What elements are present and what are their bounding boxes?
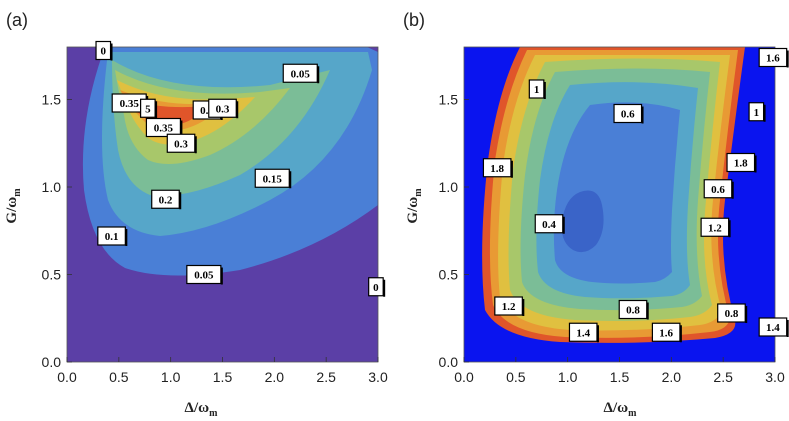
contour-label: 5 [140,98,158,119]
contour-label-text: 0.2 [159,194,173,206]
contour-label-text: 0.6 [711,184,725,196]
x-tick-label: 0.0 [57,369,77,385]
panel-a-y-axis: 0.0 0.5 1.0 1.5 [42,92,72,370]
x-tick-label: 1.5 [610,369,630,385]
contour-label: 0.6 [613,103,644,124]
contour-label-text: 0.05 [291,68,311,80]
contour-label: 0.8 [717,303,748,323]
panel-b-contour-labels: 1.6 1 1 0.6 1.8 1.8 0.6 0.4 1.2 1.2 0.8 0.8 1.4 1.6 1.… [482,47,789,343]
contour-label-text: 0.3 [174,138,188,150]
contour-label: 1.2 [494,296,525,316]
contour-label-text: 1.4 [576,327,590,339]
y-tick-label: 0.0 [439,354,459,370]
panel-a-x-axis: 0.0 0.5 1.0 1.5 2.0 2.5 3.0 [57,357,388,385]
contour-label: 1.8 [726,152,757,173]
panel-b-plot-area [464,47,775,362]
x-tick-label: 0.5 [506,369,526,385]
contour-label-text: 0.05 [194,270,214,282]
panel-b-y-axis: 0.0 0.5 1.0 1.5 [439,92,469,370]
panel-a-x-title: Δ/ωm [185,400,219,419]
panel-b-y-title: G/ωm [405,188,424,224]
contour-label-text: 1 [534,84,540,96]
contour-label: 1.8 [482,158,513,178]
contour-label: 0.2 [151,189,182,210]
contour-label: 0.3 [208,98,239,119]
contour-label: 1 [528,79,546,99]
contour-label: 0.05 [282,63,320,84]
contour-label-text: 1 [754,107,760,119]
contour-label: 0.35 [145,117,183,138]
panel-b-x-axis: 0.0 0.5 1.0 1.5 2.0 2.5 3.0 [454,357,785,385]
x-tick-label: 0.5 [109,369,129,385]
contour-label-text: 0.8 [626,305,640,317]
contour-label-text: 1.8 [734,158,748,170]
contour-label: 1 [748,102,766,122]
contour-label: 1.4 [758,317,789,337]
contour-label-text: 1.4 [766,322,780,334]
contour-label-text: 1.6 [659,327,673,339]
contour-label-text: 0.35 [120,98,140,110]
contour-label: 1.2 [700,217,731,238]
y-tick-label: 1.5 [42,92,62,108]
contour-label-text: 1.6 [766,53,780,65]
contour-label-text: 0.35 [154,123,174,135]
contour-label-text: 0 [373,282,379,294]
x-tick-label: 2.5 [316,369,336,385]
contour-label-text: 0.3 [216,103,230,115]
panel-b-contour-0.4 [561,190,604,253]
x-tick-label: 1.0 [558,369,578,385]
contour-label: 1.6 [651,322,682,343]
contour-label-text: 1.8 [490,163,504,175]
y-tick-label: 0.5 [42,267,62,283]
x-tick-label: 0.0 [454,369,474,385]
contour-label: 0 [368,277,386,297]
contour-label-text: 5 [145,103,151,115]
x-tick-label: 1.5 [213,369,233,385]
contour-label: 0.4 [534,214,565,234]
contour-label: 0.6 [703,179,734,199]
contour-label: 0.3 [166,133,197,154]
panel-b-label: (b) [403,10,425,30]
x-tick-label: 2.0 [662,369,682,385]
contour-label: 0.8 [618,299,649,320]
contour-label-text: 0.4 [542,219,556,231]
contour-label-text: 1.2 [502,301,516,313]
contour-label-text: 1.2 [708,222,722,234]
y-tick-label: 1.5 [439,92,459,108]
y-tick-label: 1.0 [42,179,62,195]
panel-a-contour-labels: 00.050.35 5 0.1 0.30.350.30.150.20.10.050 [95,40,386,297]
x-tick-label: 3.0 [765,369,785,385]
y-tick-label: 0.0 [42,354,62,370]
contour-label: 0.05 [186,264,223,285]
contour-label: 0 [95,40,113,61]
contour-label-text: 0.6 [621,109,635,121]
contour-label-text: 0.8 [725,308,739,320]
x-tick-label: 2.5 [713,369,733,385]
panel-a-y-title: G/ωm [4,188,23,224]
x-tick-label: 2.0 [265,369,285,385]
x-tick-label: 1.0 [161,369,181,385]
contour-label-text: 0 [101,46,107,58]
contour-label-text: 0.15 [263,173,283,185]
contour-label: 1.6 [758,47,789,68]
y-tick-label: 0.5 [439,267,459,283]
panel-a-label: (a) [6,10,28,30]
contour-label: 0.15 [254,168,292,189]
x-tick-label: 3.0 [368,369,388,385]
contour-label-text: 0.1 [105,231,119,243]
y-tick-label: 1.0 [439,179,459,195]
contour-label: 0.1 [97,226,128,246]
panel-b-x-title: Δ/ωm [604,400,638,419]
contour-label: 1.4 [568,322,599,343]
